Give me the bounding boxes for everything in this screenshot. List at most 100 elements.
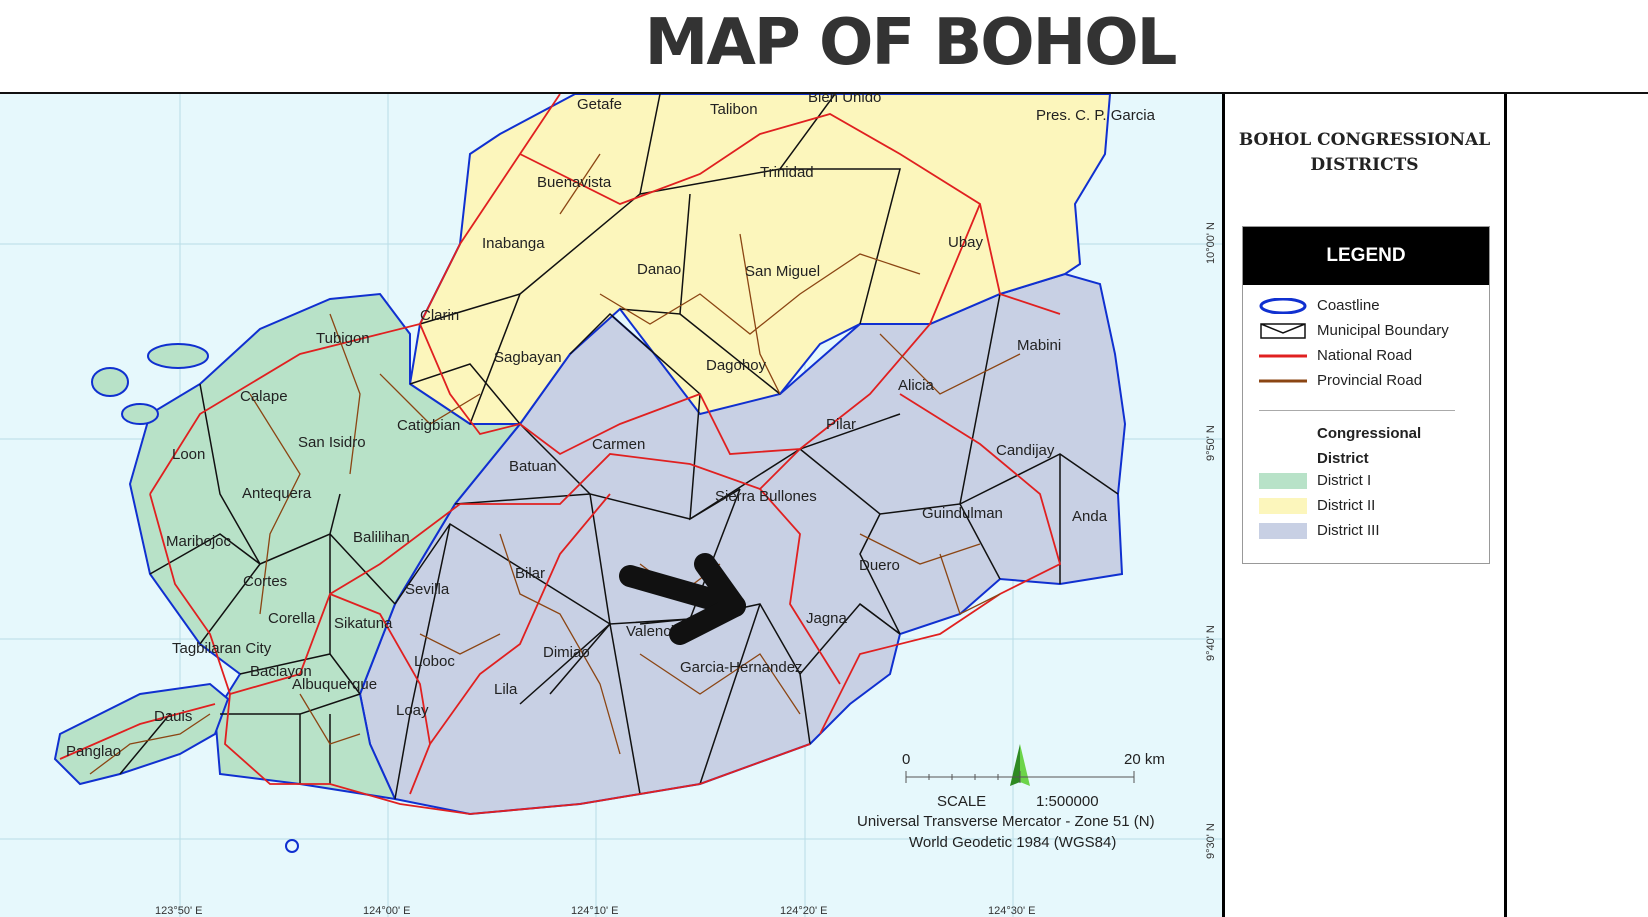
lon-label: 124°30' E [988, 905, 1035, 917]
map-label: Batuan [509, 458, 557, 475]
north-arrow-icon [1010, 744, 1030, 786]
map-label: Valencia [626, 623, 683, 640]
districts-heading-line2: DISTRICTS [1310, 155, 1419, 175]
legend-item-district-iii: District III [1259, 521, 1479, 541]
map-label: Sevilla [405, 581, 450, 598]
map-label: Ubay [948, 234, 984, 251]
district-heading: Congressional District [1317, 421, 1421, 471]
legend-item-district-ii: District II [1259, 496, 1479, 516]
scale-label: SCALE [937, 793, 986, 810]
map-label: Candijay [996, 442, 1055, 459]
national-road-icon [1259, 354, 1307, 358]
map-label: Garcia-Hernandez [680, 659, 803, 676]
map-label: Mabini [1017, 337, 1061, 354]
national-roads [59, 94, 1062, 815]
lat-label: 9°30' N [1205, 823, 1217, 859]
map-label: Bien Unido [808, 94, 881, 106]
map-label: Antequera [242, 485, 312, 502]
map-label: Buenavista [537, 174, 612, 191]
coastline-icon [1259, 298, 1307, 314]
scale-start-label: 0 [902, 751, 910, 768]
municipality-labels: Getafe Talibon Bien Unido Pres. C. P. Ga… [66, 94, 1156, 760]
map-label: Sierra Bullones [715, 488, 817, 505]
legend-label: District I [1317, 472, 1372, 489]
longitude-labels: 123°50' E 124°00' E 124°10' E 124°20' E … [155, 905, 1035, 917]
legend-item-municipal-boundary: Municipal Boundary [1259, 321, 1479, 341]
panel-right-border [1504, 94, 1507, 917]
legend-item-coastline: Coastline [1259, 296, 1479, 316]
panglao-island [53, 682, 230, 786]
legend-label: District III [1317, 522, 1380, 539]
districts-heading: BOHOL CONGRESSIONAL DISTRICTS [1225, 128, 1504, 178]
district-i-swatch [1259, 473, 1307, 489]
map-label: Loay [396, 702, 429, 719]
map-label: Inabanga [482, 235, 545, 252]
legend-item-national-road: National Road [1259, 346, 1479, 366]
legend-label: Provincial Road [1317, 372, 1423, 389]
map-label: Talibon [710, 101, 758, 118]
map-label: Lila [494, 681, 518, 698]
datum-label: World Geodetic 1984 (WGS84) [909, 834, 1116, 851]
map-label: Catigbian [397, 417, 460, 434]
map-label: Panglao [66, 743, 121, 760]
map-label: Calape [240, 388, 288, 405]
boundary-icon [1260, 323, 1306, 339]
district-ii-swatch [1259, 498, 1307, 514]
legend-label: District II [1317, 497, 1376, 514]
map-label: Pres. C. P. Garcia [1036, 107, 1156, 124]
district-iii-swatch [1259, 523, 1307, 539]
districts-heading-line1: BOHOL CONGRESSIONAL [1238, 130, 1491, 150]
legend-item-provincial-road: Provincial Road [1259, 371, 1479, 391]
lon-label: 124°00' E [363, 905, 410, 917]
latitude-labels: 10°00' N 9°50' N 9°40' N 9°30' N [1205, 222, 1217, 859]
map-label: Loboc [414, 653, 455, 670]
legend-box: LEGEND Coastline Municipal Boundary Nati… [1242, 226, 1490, 564]
map-label: San Miguel [745, 263, 820, 280]
lon-label: 123°50' E [155, 905, 202, 917]
map-label: Sikatuna [334, 615, 393, 632]
lat-label: 9°40' N [1205, 625, 1217, 661]
district-heading-line1: Congressional [1317, 425, 1422, 442]
map-label: Getafe [577, 96, 622, 113]
provincial-road-icon [1259, 379, 1307, 383]
legend-item-district-i: District I [1259, 471, 1479, 491]
pointer-arrow [619, 553, 746, 645]
map-label: Balilihan [353, 529, 410, 546]
islets [91, 343, 299, 853]
map-label: Cortes [243, 573, 287, 590]
district-heading-line2: District [1317, 450, 1369, 467]
map-label: Anda [1072, 508, 1108, 525]
map-label: Tubigon [316, 330, 370, 347]
map-label: Maribojoc [166, 533, 232, 550]
legend-label: Municipal Boundary [1317, 322, 1449, 339]
map-label: Sagbayan [494, 349, 562, 366]
lon-label: 124°20' E [780, 905, 827, 917]
map-label: Danao [637, 261, 681, 278]
panel-divider [1222, 94, 1225, 917]
legend-label: Coastline [1317, 297, 1380, 314]
map-label: San Isidro [298, 434, 366, 451]
legend-separator [1259, 410, 1455, 411]
scale-bar [905, 771, 1135, 783]
scale-ratio: 1:500000 [1036, 793, 1099, 810]
map-label: Pilar [826, 416, 856, 433]
map-label: Jagna [806, 610, 848, 627]
map-label: Duero [859, 557, 900, 574]
title-divider [0, 92, 1648, 94]
map-label: Guindulman [922, 505, 1003, 522]
district-i-area [128, 292, 523, 801]
projection-label: Universal Transverse Mercator - Zone 51 … [857, 813, 1155, 830]
map-label: Dagohoy [706, 357, 767, 374]
map-label: Trinidad [760, 164, 814, 181]
map-label: Carmen [592, 436, 645, 453]
map-label: Bilar [515, 565, 545, 582]
legend-label: National Road [1317, 347, 1413, 364]
map-label: Corella [268, 610, 316, 627]
lat-label: 10°00' N [1205, 222, 1217, 264]
map-label: Dimiao [543, 644, 590, 661]
lat-label: 9°50' N [1205, 425, 1217, 461]
legend-title: LEGEND [1243, 227, 1489, 285]
map-label: Clarin [420, 307, 459, 324]
map-label: Baclayon [250, 663, 312, 680]
map-label: Dauis [154, 708, 192, 725]
